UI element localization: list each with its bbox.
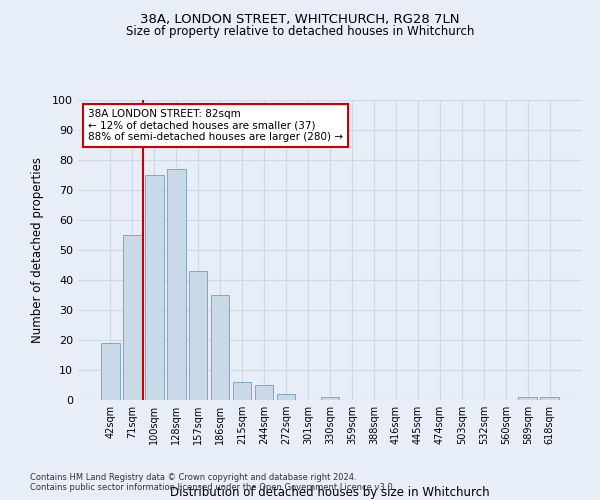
Text: 38A, LONDON STREET, WHITCHURCH, RG28 7LN: 38A, LONDON STREET, WHITCHURCH, RG28 7LN xyxy=(140,12,460,26)
Text: Size of property relative to detached houses in Whitchurch: Size of property relative to detached ho… xyxy=(126,25,474,38)
Bar xyxy=(233,382,251,400)
Bar xyxy=(541,397,559,400)
Bar xyxy=(277,394,295,400)
Text: Contains public sector information licensed under the Open Government Licence v3: Contains public sector information licen… xyxy=(30,484,395,492)
Bar xyxy=(518,397,537,400)
Y-axis label: Number of detached properties: Number of detached properties xyxy=(31,157,44,343)
Text: 38A LONDON STREET: 82sqm
← 12% of detached houses are smaller (37)
88% of semi-d: 38A LONDON STREET: 82sqm ← 12% of detach… xyxy=(88,109,343,142)
X-axis label: Distribution of detached houses by size in Whitchurch: Distribution of detached houses by size … xyxy=(170,486,490,499)
Bar xyxy=(320,397,340,400)
Bar xyxy=(101,343,119,400)
Bar xyxy=(255,385,274,400)
Bar xyxy=(189,271,208,400)
Bar xyxy=(167,169,185,400)
Bar xyxy=(145,175,164,400)
Text: Contains HM Land Registry data © Crown copyright and database right 2024.: Contains HM Land Registry data © Crown c… xyxy=(30,474,356,482)
Bar xyxy=(123,235,142,400)
Bar xyxy=(211,295,229,400)
